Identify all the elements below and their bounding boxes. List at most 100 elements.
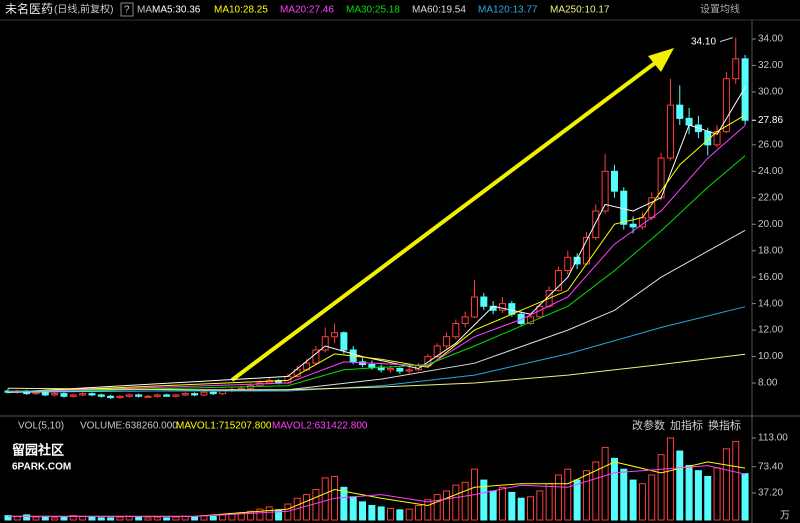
y-tick-label: 32.00	[758, 60, 783, 71]
volume-bar	[629, 479, 637, 521]
ma-legend: MA250:10.17	[550, 5, 610, 16]
candle-body	[508, 303, 516, 315]
volume-bar	[284, 503, 292, 521]
volume-bar	[666, 437, 674, 521]
volume-bar	[265, 506, 273, 521]
candle-body	[433, 345, 441, 358]
y-tick-label: 26.00	[758, 139, 783, 150]
stock-name: 未名医药	[5, 1, 53, 16]
volume-bar	[545, 483, 553, 521]
volume-bar	[60, 516, 68, 521]
candle-body	[340, 332, 348, 351]
volume-bar	[424, 499, 432, 521]
volume-bar	[722, 448, 730, 521]
trend-arrow-head	[648, 48, 674, 72]
candle-body	[387, 367, 395, 371]
candle-body	[116, 395, 124, 399]
volume-bar	[359, 501, 367, 521]
volume-bar	[191, 516, 199, 521]
panel-title: VOL(5,10)	[18, 421, 64, 432]
ma-legend: MA60:19.54	[412, 5, 466, 16]
candle-body	[592, 210, 600, 238]
volume-bar	[377, 506, 385, 521]
candle-body	[60, 393, 68, 397]
y-tick-label: 22.00	[758, 192, 783, 203]
volume-bar	[601, 446, 609, 521]
volume-bar	[116, 516, 124, 521]
y-tick-label: 113.00	[758, 433, 788, 444]
mavol-legend: MAVOL2:631422.800	[272, 421, 368, 432]
volume-bar	[638, 483, 646, 521]
candle-body	[107, 395, 115, 399]
volume-bar	[526, 496, 534, 521]
volume-bar	[657, 454, 665, 521]
candle-body	[722, 78, 730, 133]
y-tick-label: 12.00	[758, 325, 783, 336]
candle-body	[79, 393, 87, 396]
candle-body	[498, 303, 506, 311]
ma-legend: MA20:27.46	[280, 5, 334, 16]
candle-body	[41, 391, 49, 396]
candle-body	[88, 393, 96, 396]
volume-bar	[610, 457, 618, 521]
candle-body	[144, 395, 152, 398]
help-box[interactable]	[120, 2, 134, 17]
candle-body	[191, 393, 199, 396]
ma-prefix: MA	[137, 5, 152, 16]
ma-legend: MA30:25.18	[346, 5, 400, 16]
volume-bar	[32, 516, 40, 521]
volume-bar	[573, 479, 581, 521]
candle-body	[200, 391, 208, 396]
volume-bar	[592, 461, 600, 521]
volume-bar	[88, 516, 96, 521]
candle-body	[443, 336, 451, 347]
ma-line	[8, 465, 746, 517]
volume-bar	[79, 515, 87, 521]
volume-bar	[387, 507, 395, 521]
volume-bar	[312, 489, 320, 521]
indicator-button[interactable]: 加指标	[670, 418, 703, 432]
settings[interactable]: 设置均线	[700, 3, 740, 16]
volume-bar	[461, 481, 469, 521]
candle-body	[564, 256, 572, 272]
annotation-pointer	[719, 37, 733, 43]
candle-body	[526, 316, 534, 324]
candle-body	[51, 393, 59, 396]
ma-line	[7, 155, 746, 393]
volume-bar	[303, 494, 311, 521]
y-tick-label: 30.00	[758, 87, 783, 98]
volume-bar	[321, 477, 329, 521]
help[interactable]: ?	[124, 5, 130, 16]
candle-body	[676, 104, 684, 119]
indicator-button[interactable]: 改参数	[632, 418, 665, 432]
candle-body	[181, 393, 189, 396]
indicator-button[interactable]: 换指标	[708, 418, 741, 432]
ma-line	[7, 114, 746, 393]
volume-bar	[508, 491, 516, 521]
ma-legend: MA120:13.77	[478, 5, 538, 16]
volume-readout: VOLUME:638260.000	[80, 421, 178, 432]
candle-body	[601, 170, 609, 212]
volume-bar	[480, 479, 488, 521]
volume-bar	[517, 497, 525, 521]
volume-bar	[125, 515, 133, 521]
y-tick-label: 14.00	[758, 298, 783, 309]
ma-legend: MA10:28.25	[214, 5, 268, 16]
volume-bar	[69, 515, 77, 521]
volume-bar	[368, 504, 376, 521]
volume-bar	[181, 515, 189, 521]
candle-body	[732, 58, 740, 80]
volume-bar	[694, 470, 702, 521]
ma-line	[7, 229, 746, 393]
candle-body	[554, 270, 562, 291]
volume-bar	[4, 515, 12, 521]
candle-body	[153, 394, 161, 397]
volume-bar	[704, 475, 712, 521]
candle-body	[452, 322, 460, 338]
volume-bar	[536, 490, 544, 521]
volume-bar	[741, 473, 749, 521]
y-tick-label: 20.00	[758, 219, 783, 230]
candle-body	[685, 117, 693, 126]
volume-bar	[349, 496, 357, 521]
ma-line	[8, 461, 746, 517]
